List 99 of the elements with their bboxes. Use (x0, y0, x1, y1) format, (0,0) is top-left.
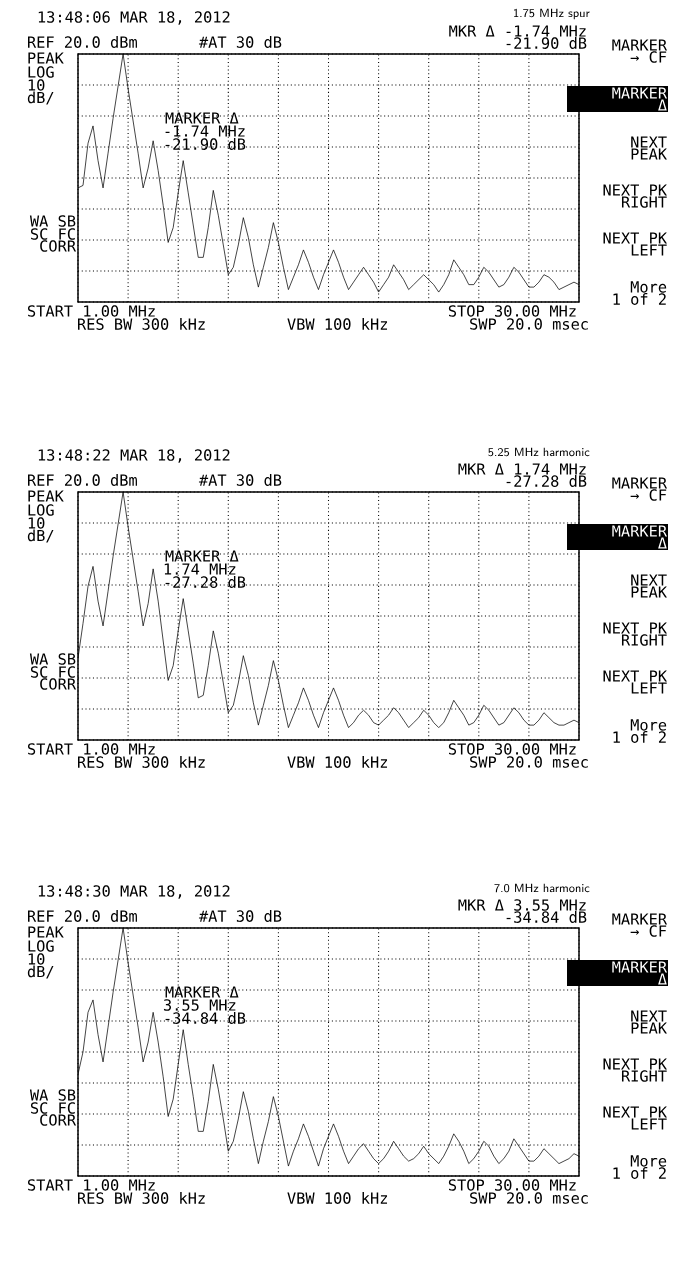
text: NEXT PK (603, 622, 667, 634)
text: LEFT (631, 1118, 667, 1130)
annotation: -27.28 dB (165, 576, 246, 588)
text: NEXT PK (603, 232, 667, 244)
text: 10 (28, 953, 45, 965)
text: WA SB (29, 653, 76, 665)
text: CORR (40, 1114, 77, 1126)
text: START 1.00 MHz (27, 743, 155, 755)
text: Δ (658, 973, 667, 985)
chart-title: 7.0 MHz harmonic (494, 883, 590, 893)
annotation: 1.74 MHz (164, 563, 236, 575)
text: 13:48:06 MAR 18, 2012 (38, 11, 230, 25)
text: dB/ (27, 965, 54, 979)
chart-title: 1.75 MHz spur (514, 8, 590, 20)
text: WA SB (29, 1089, 76, 1101)
text: START 1.00 MHz (27, 305, 155, 317)
text: RES BW 300 kHz (78, 318, 205, 330)
text: 1 of 2 (613, 293, 666, 305)
text: VBW 100 kHz (287, 318, 388, 330)
text: → CF (630, 925, 667, 937)
text: PEAK (631, 586, 667, 598)
text: PEAK (631, 148, 667, 160)
text: More (630, 1155, 667, 1167)
text: Δ (658, 99, 667, 111)
text: STOP 30.00 MHz (448, 743, 576, 755)
text: 1 of 2 (613, 1167, 666, 1179)
text: 10 (28, 79, 45, 91)
text: → CF (630, 51, 667, 63)
text: RIGHT (621, 1070, 667, 1082)
text: -21.90 dB (506, 37, 587, 49)
text: MARKER (612, 913, 668, 925)
text: LEFT (631, 244, 667, 256)
text: PEAK (28, 490, 64, 502)
text: More (630, 281, 667, 293)
text: NEXT (631, 574, 667, 586)
text: RIGHT (621, 196, 667, 208)
text: PEAK (28, 926, 64, 938)
text: More (630, 719, 667, 731)
text: MKR Δ 1.74 MHz (458, 463, 586, 475)
text: LEFT (631, 682, 667, 694)
text: MARKER (612, 477, 668, 489)
text: #AT 30 dB (198, 474, 282, 486)
annotation: -21.90 dB (165, 138, 246, 150)
text: STOP 30.00 MHz (448, 1179, 576, 1191)
text: dB/ (27, 529, 54, 543)
text: MARKER (612, 39, 668, 51)
chart-title: 5.25 MHz harmonic (488, 447, 590, 457)
text: NEXT PK (603, 184, 667, 196)
text: 10 (28, 517, 45, 529)
text: WA SB (29, 215, 76, 227)
text: #AT 30 dB (198, 910, 282, 922)
text: NEXT PK (603, 670, 667, 682)
text: Δ (658, 537, 667, 549)
text: 1 of 2 (613, 731, 666, 743)
text: PEAK (631, 1022, 667, 1034)
text: CORR (40, 678, 77, 690)
text: NEXT (631, 1010, 667, 1022)
text: VBW 100 kHz (287, 756, 388, 768)
text: NEXT PK (603, 1106, 667, 1118)
text: MKR Δ 3.55 MHz (458, 899, 586, 911)
text: CORR (40, 240, 77, 252)
text: dB/ (27, 91, 54, 105)
text: STOP 30.00 MHz (448, 305, 576, 317)
annotation: MARKER Δ (165, 550, 239, 562)
text: 13:48:22 MAR 18, 2012 (38, 449, 230, 463)
text: SC FC (30, 228, 75, 240)
text: REF 20.0 dBm (28, 474, 137, 486)
text: 13:48:30 MAR 18, 2012 (38, 885, 230, 899)
text: MARKER (612, 961, 668, 973)
text: SWP 20.0 msec (470, 318, 588, 330)
text: SWP 20.0 msec (470, 756, 588, 768)
text: -27.28 dB (506, 475, 587, 487)
text: LOG (28, 940, 54, 952)
annotation: MARKER Δ (165, 986, 239, 998)
text: PEAK (28, 52, 64, 64)
text: LOG (28, 66, 54, 78)
text: NEXT (631, 136, 667, 148)
annotation: -1.74 MHz (165, 125, 245, 137)
text: SC FC (30, 666, 75, 678)
text: SWP 20.0 msec (470, 1192, 588, 1204)
text: LOG (28, 504, 54, 516)
text: VBW 100 kHz (287, 1192, 388, 1204)
text: → CF (630, 489, 667, 501)
text: REF 20.0 dBm (28, 910, 137, 922)
text: RES BW 300 kHz (78, 756, 205, 768)
text: MKR Δ -1.74 MHz (449, 25, 586, 37)
text: START 1.00 MHz (27, 1179, 155, 1191)
text: RES BW 300 kHz (78, 1192, 205, 1204)
text: MARKER (612, 87, 668, 99)
text: RIGHT (621, 634, 667, 646)
annotation: MARKER Δ (165, 112, 239, 124)
text: MARKER (612, 525, 668, 537)
text: NEXT PK (603, 1058, 667, 1070)
text: #AT 30 dB (198, 36, 282, 48)
annotation: 3.55 MHz (163, 999, 236, 1011)
annotation: -34.84 dB (165, 1012, 246, 1024)
text: REF 20.0 dBm (28, 36, 137, 48)
text: -34.84 dB (506, 911, 587, 923)
text: SC FC (30, 1102, 75, 1114)
